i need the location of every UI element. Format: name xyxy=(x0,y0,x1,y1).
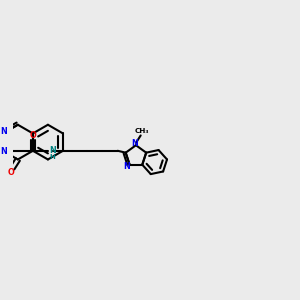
Text: N: N xyxy=(0,127,7,136)
Text: CH₃: CH₃ xyxy=(135,128,149,134)
Text: O: O xyxy=(30,131,37,140)
Text: N: N xyxy=(0,147,7,156)
Text: N: N xyxy=(131,139,138,148)
Text: N: N xyxy=(50,146,56,155)
Text: N: N xyxy=(123,162,130,171)
Text: O: O xyxy=(8,168,14,177)
Text: H: H xyxy=(50,154,55,160)
